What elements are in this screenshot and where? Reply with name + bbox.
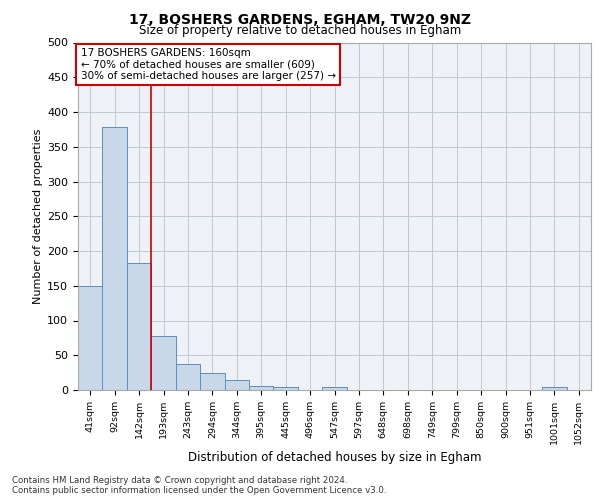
Bar (224, 380, 249, 390)
Text: 17 BOSHERS GARDENS: 160sqm
← 70% of detached houses are smaller (609)
30% of sem: 17 BOSHERS GARDENS: 160sqm ← 70% of deta… (80, 48, 335, 81)
Text: Contains HM Land Registry data © Crown copyright and database right 2024.
Contai: Contains HM Land Registry data © Crown c… (12, 476, 386, 495)
Bar (249, 386, 274, 390)
Bar (127, 263, 151, 390)
Bar (176, 364, 200, 390)
Y-axis label: Number of detached properties: Number of detached properties (33, 128, 43, 304)
Bar (274, 386, 298, 390)
Bar (78, 286, 103, 390)
Bar (542, 386, 566, 390)
Text: 17, BOSHERS GARDENS, EGHAM, TW20 9NZ: 17, BOSHERS GARDENS, EGHAM, TW20 9NZ (129, 12, 471, 26)
Bar (322, 386, 347, 390)
Bar (200, 372, 224, 390)
Bar (103, 128, 127, 390)
Text: Size of property relative to detached houses in Egham: Size of property relative to detached ho… (139, 24, 461, 37)
Bar (151, 336, 176, 390)
X-axis label: Distribution of detached houses by size in Egham: Distribution of detached houses by size … (188, 451, 481, 464)
